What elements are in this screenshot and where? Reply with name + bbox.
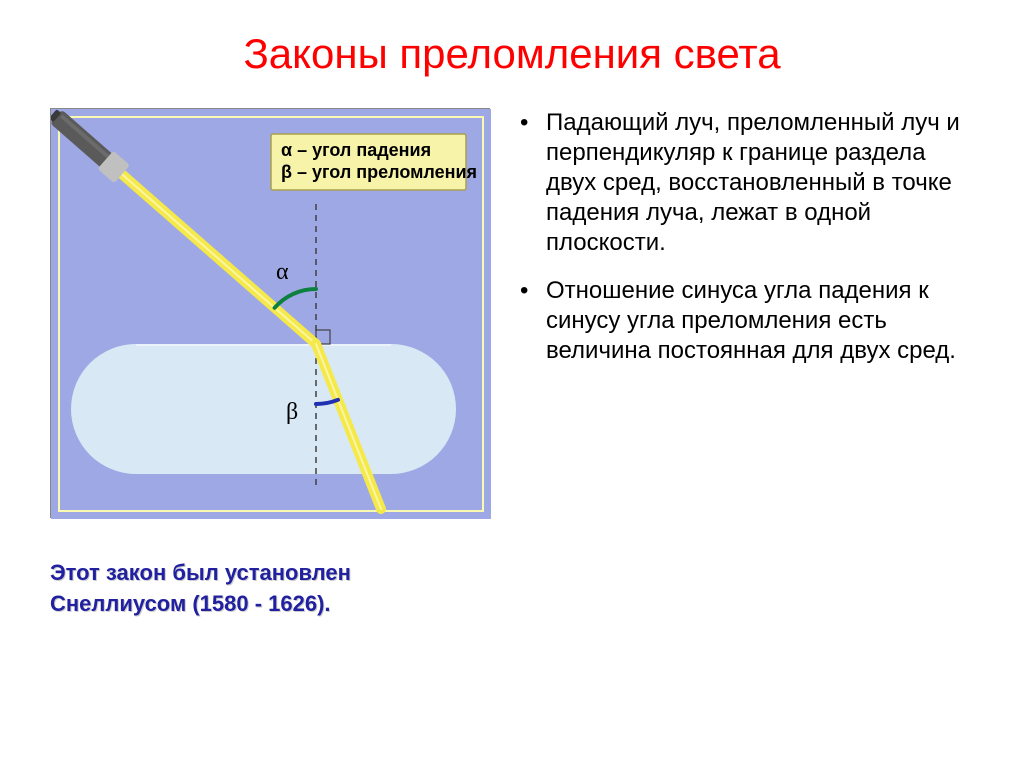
left-column: α β α – угол паденияβ – угол преломления Э… (50, 108, 490, 620)
bullet-item: Отношение синуса угла падения к синусу у… (520, 276, 974, 366)
svg-text:β: β (286, 399, 298, 425)
content-row: α β α – угол паденияβ – угол преломления Э… (50, 108, 974, 620)
page-title: Законы преломления света (50, 30, 974, 78)
right-column: Падающий луч, преломленный луч и перпенд… (520, 108, 974, 620)
bullet-item: Падающий луч, преломленный луч и перпенд… (520, 108, 974, 258)
svg-text:α – угол падения: α – угол падения (281, 140, 431, 160)
caption-line-1: Этот закон был установлен (50, 560, 351, 585)
bullet-list: Падающий луч, преломленный луч и перпенд… (520, 108, 974, 366)
svg-text:β – угол преломления: β – угол преломления (281, 162, 477, 182)
caption-line-2: Снеллиусом (1580 - 1626). (50, 591, 331, 616)
refraction-diagram: α β α – угол паденияβ – угол преломления (50, 108, 490, 518)
svg-text:α: α (276, 259, 289, 285)
diagram-caption: Этот закон был установлен Снеллиусом (15… (50, 558, 490, 620)
